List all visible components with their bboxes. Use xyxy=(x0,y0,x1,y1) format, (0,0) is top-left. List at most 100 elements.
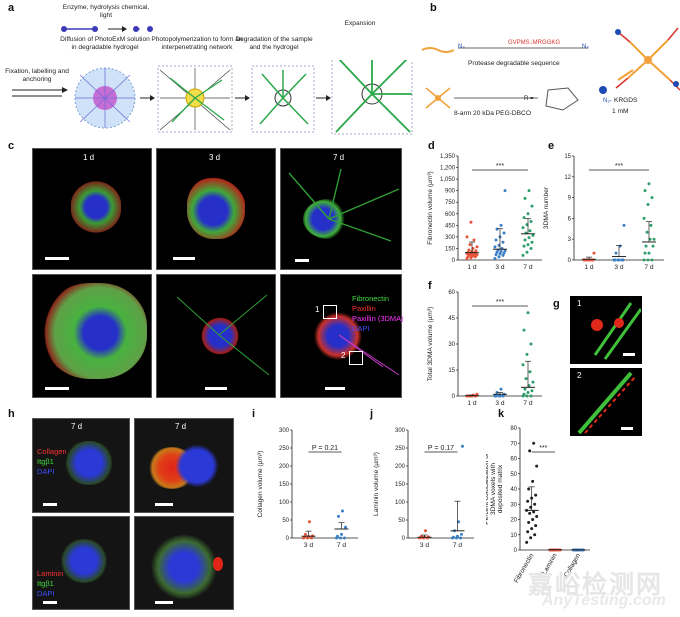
data-point xyxy=(528,511,532,515)
data-point xyxy=(645,230,649,234)
data-point xyxy=(525,540,529,544)
data-point xyxy=(642,216,646,220)
data-point xyxy=(503,249,507,253)
micrograph-3d-top: 3 d xyxy=(156,148,276,270)
x-tick-label: 1 d xyxy=(467,264,476,271)
y-tick-label: 45 xyxy=(448,316,455,322)
data-point xyxy=(522,216,526,220)
peptide-sequence: GVPMS↓MRGGKG xyxy=(508,40,561,46)
data-point xyxy=(472,238,476,242)
y-tick-label: 3 xyxy=(568,237,572,243)
y-tick-label: 750 xyxy=(445,200,456,206)
data-point xyxy=(528,370,532,374)
x-tick-label: 3 d xyxy=(495,400,504,407)
data-point xyxy=(467,248,471,252)
y-tick-label: 10 xyxy=(510,533,517,539)
chart-k: 0 10 20 30 40 50 60 70 80 Percent colocalization … xyxy=(486,426,590,584)
data-point xyxy=(530,204,534,208)
watermark-cn: 嘉峪检测网 xyxy=(528,571,664,599)
data-point xyxy=(495,250,499,254)
y-tick-label: 1,200 xyxy=(440,166,456,172)
y-tick-label: 150 xyxy=(279,482,290,488)
y-tick-label: 100 xyxy=(279,500,290,506)
data-point xyxy=(424,529,427,533)
micrograph-1d-top: 1 d xyxy=(32,148,152,270)
y-tick-label: 0 xyxy=(452,258,456,264)
data-point xyxy=(494,253,498,257)
y-tick-label: 0 xyxy=(402,536,406,542)
data-point xyxy=(526,391,530,395)
legend-laminin: Laminin xyxy=(37,569,64,578)
data-point xyxy=(475,392,479,396)
data-point xyxy=(531,518,535,521)
significance-label: *** xyxy=(496,163,504,170)
data-point xyxy=(469,220,473,224)
data-point xyxy=(642,258,646,262)
data-point xyxy=(644,244,648,248)
panel-label-e: e xyxy=(548,140,555,152)
data-point xyxy=(522,392,526,396)
data-point xyxy=(592,251,596,255)
data-point xyxy=(529,246,533,250)
y-tick-label: 900 xyxy=(445,189,456,195)
data-point xyxy=(534,524,538,528)
data-point xyxy=(531,479,535,483)
data-point xyxy=(532,441,536,445)
y-axis-label: Percent colocalization of3DMA voxels wit… xyxy=(486,453,504,525)
data-point xyxy=(494,238,498,242)
data-point xyxy=(643,251,647,255)
y-tick-label: 12 xyxy=(564,175,571,181)
data-point xyxy=(652,237,656,241)
chart-f: 0 15 30 45 60 Total 3DMA volume (µm³) 1 d 3 d 7 … xyxy=(427,290,542,407)
data-point xyxy=(456,534,459,538)
y-tick-label: 0 xyxy=(452,394,456,400)
data-point xyxy=(530,389,534,393)
data-point xyxy=(522,244,526,248)
x-tick-label: 7 d xyxy=(523,264,532,271)
data-point xyxy=(528,449,532,453)
data-point xyxy=(646,258,650,262)
y-tick-label: 600 xyxy=(445,212,456,218)
data-point xyxy=(498,252,502,256)
data-point xyxy=(614,251,618,255)
inset-box-2[interactable] xyxy=(349,351,363,365)
y-tick-label: 50 xyxy=(398,518,405,524)
x-tick-label: 3 d xyxy=(420,542,429,549)
y-tick-label: 1,350 xyxy=(440,154,456,160)
enzyme-text: Enzyme, hydrolysis chemical, light xyxy=(62,4,150,19)
data-point xyxy=(617,258,621,262)
x-tick-label: 1 d xyxy=(584,264,593,271)
data-point xyxy=(533,502,537,506)
legend-collagen: Collagen xyxy=(37,447,67,456)
x-tick-label: 7 d xyxy=(644,264,653,271)
data-point xyxy=(527,487,531,491)
panel-label-j: j xyxy=(370,408,374,420)
data-point xyxy=(521,253,525,257)
photopoly-text: Photopolymerization to form an interpene… xyxy=(151,36,243,51)
data-point xyxy=(498,394,502,398)
peptide-left-n3: N₃ xyxy=(458,44,465,50)
x-tick-label: 1 d xyxy=(467,400,476,407)
data-point xyxy=(525,250,529,254)
n3-label: N₃- xyxy=(603,98,612,104)
y-tick-label: 300 xyxy=(279,428,290,434)
data-point xyxy=(474,249,478,253)
data-point xyxy=(503,189,507,193)
data-point xyxy=(343,536,346,540)
data-point xyxy=(468,243,472,247)
data-point xyxy=(493,245,497,249)
data-point xyxy=(524,377,528,381)
y-tick-label: 0 xyxy=(568,258,572,264)
inset-box-1[interactable] xyxy=(323,305,337,319)
data-point xyxy=(526,530,530,534)
workflow-schematic xyxy=(12,60,413,135)
micrograph-laminin-7d xyxy=(134,516,234,610)
data-point xyxy=(475,253,479,257)
data-point xyxy=(526,311,530,315)
y-axis-label: 3DMA number xyxy=(543,186,550,229)
x-tick-label: 7 d xyxy=(523,400,532,407)
y-tick-label: 70 xyxy=(510,441,517,447)
panel-c-legend: Fibronectin Paxillin Paxillin (3DMA) DAP… xyxy=(352,294,404,334)
panel-label-g: g xyxy=(553,298,560,310)
data-point xyxy=(523,196,527,200)
